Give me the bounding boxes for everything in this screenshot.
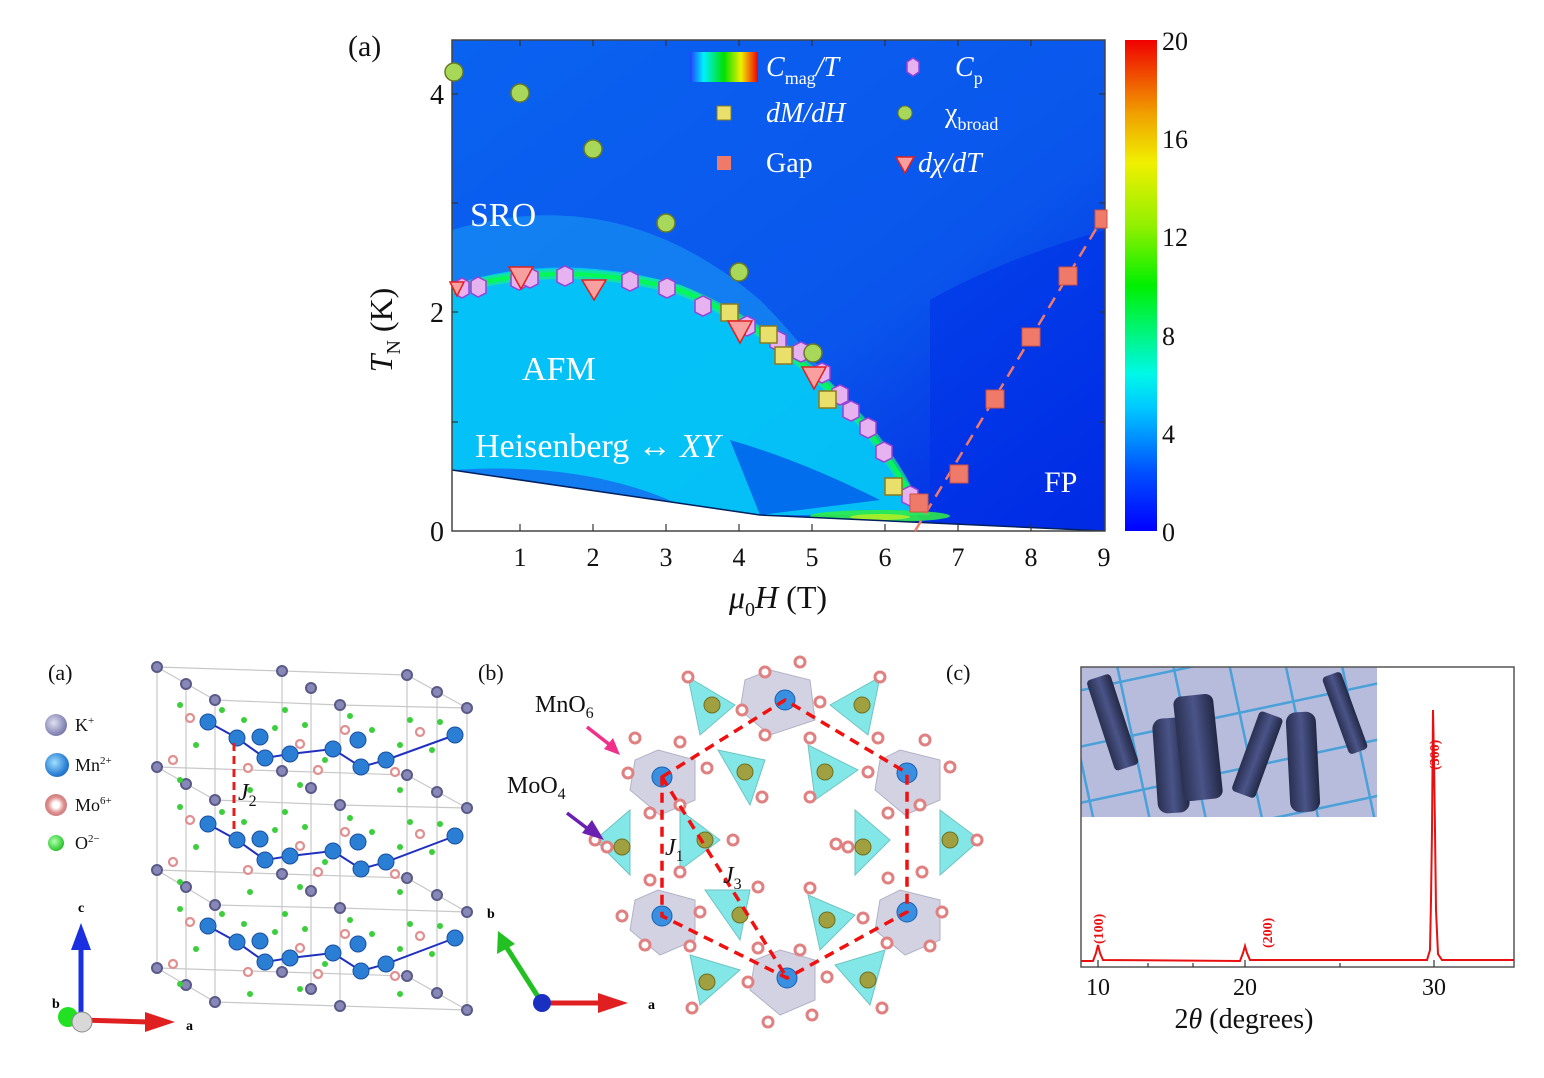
legend-mo: Mo6+ <box>45 785 112 825</box>
svg-text:8: 8 <box>1025 543 1038 572</box>
y-axis-title: TN (K) <box>363 288 405 373</box>
legend-dmdh-label: dM/dH <box>766 98 847 129</box>
mo-atom-icon <box>45 794 67 816</box>
mno6-arrow <box>585 725 612 747</box>
legend-k-label: K+ <box>75 714 95 735</box>
svg-text:2: 2 <box>430 298 444 329</box>
mn-atom-icon <box>45 753 69 777</box>
legend-chi-label: χbroad <box>944 98 998 134</box>
y-tick-labels: 0 2 4 <box>430 80 444 548</box>
crystal-photo-inset <box>1081 667 1377 817</box>
j1-label: J1 <box>665 835 684 865</box>
legend-cp-label: Cp <box>955 52 983 88</box>
svg-text:20: 20 <box>1233 975 1257 1001</box>
svg-text:4: 4 <box>733 543 746 572</box>
svg-text:9: 9 <box>1098 543 1111 572</box>
svg-text:2: 2 <box>587 543 600 572</box>
bottom-panel-c-label: (c) <box>946 660 971 685</box>
axes-triad-b: b a <box>487 907 655 1013</box>
legend-mn-label: Mn2+ <box>75 754 112 775</box>
moo4-label: MoO4 <box>507 773 566 803</box>
legend-gap-marker <box>717 156 731 170</box>
legend-dchidt-label: dχ/dT <box>918 148 984 179</box>
legend-k: K+ <box>45 705 112 745</box>
crystal-structure-a: J2 c b a <box>52 661 473 1034</box>
series-gap <box>909 209 1108 513</box>
x-axis-title: μ0H (T) <box>728 579 827 620</box>
coupling-paths <box>660 697 909 980</box>
series-chi-broad <box>444 62 823 363</box>
bottom-panel-b-label: (b) <box>478 660 504 685</box>
crystal-structure-b: MnO6 MoO4 J1 J3 b a <box>487 655 984 1029</box>
o-atom-icon <box>48 835 64 851</box>
mno6-label: MnO6 <box>535 692 594 722</box>
svg-text:7: 7 <box>952 543 965 572</box>
phase-diagram-chart: SRO AFM Heisenberg ↔ XY FP Cmag/T Cp dM/… <box>363 27 1188 620</box>
svg-text:0: 0 <box>1162 518 1175 547</box>
svg-text:(100): (100) <box>1092 913 1107 944</box>
chart-legend: Cmag/T Cp dM/dH χbroad Gap dχ/dT <box>690 52 998 179</box>
svg-text:c: c <box>78 901 84 916</box>
region-label-fp: FP <box>1044 466 1077 499</box>
top-panel-label: (a) <box>348 30 382 63</box>
svg-text:6: 6 <box>879 543 892 572</box>
legend-cmag-swatch <box>690 52 758 82</box>
colorbar <box>1125 40 1157 531</box>
svg-text:4: 4 <box>430 80 444 111</box>
legend-cp-marker <box>906 57 920 77</box>
svg-text:0: 0 <box>430 517 444 548</box>
svg-text:b: b <box>52 997 60 1012</box>
legend-gap-label: Gap <box>766 148 813 179</box>
mn-chains <box>199 713 464 980</box>
svg-text:4: 4 <box>1162 420 1175 449</box>
svg-text:8: 8 <box>1162 322 1175 351</box>
xrd-peak-labels: (100) (200) (300) <box>1092 739 1443 948</box>
colorbar-tick-labels: 0 4 8 12 16 20 <box>1162 27 1188 547</box>
xrd-x-axis-title: 2θ (degrees) <box>1175 1004 1314 1035</box>
x-tick-labels: 1 2 3 4 5 6 7 8 9 <box>514 543 1111 572</box>
region-label-sro: SRO <box>470 197 536 234</box>
series-dmdh <box>720 303 903 496</box>
svg-text:a: a <box>648 998 655 1013</box>
svg-text:(300): (300) <box>1428 739 1443 770</box>
k-atom-icon <box>45 714 67 736</box>
svg-text:a: a <box>186 1019 193 1034</box>
legend-o-label: O2− <box>75 832 100 853</box>
svg-text:20: 20 <box>1162 27 1188 56</box>
legend-dchidt-marker <box>894 156 916 175</box>
legend-mn: Mn2+ <box>45 745 112 785</box>
legend-cmag-label: Cmag/T <box>766 52 841 88</box>
legend-o: O2− <box>45 825 112 861</box>
svg-text:16: 16 <box>1162 125 1188 154</box>
svg-text:3: 3 <box>660 543 673 572</box>
xrd-tick-labels: 10 20 30 <box>1086 975 1446 1001</box>
series-dchidt <box>448 266 828 391</box>
x-axis-ticks <box>452 40 1105 531</box>
svg-text:1: 1 <box>514 543 527 572</box>
svg-text:5: 5 <box>806 543 819 572</box>
legend-dmdh-marker <box>716 105 732 121</box>
svg-text:b: b <box>487 907 495 922</box>
xrd-chart: (100) (200) (300) 10 20 30 2θ (degrees) <box>1080 666 1515 1035</box>
axes-triad-a: c b a <box>52 901 193 1034</box>
moo4-arrow <box>565 811 590 831</box>
legend-chi-marker <box>897 105 913 121</box>
bottom-panel-a-label: (a) <box>48 660 73 685</box>
xrd-pattern-line <box>1081 709 1514 963</box>
region-label-afm: AFM <box>522 351 596 388</box>
contour-map <box>452 40 1105 531</box>
j3-label: J3 <box>723 863 742 893</box>
svg-text:12: 12 <box>1162 223 1188 252</box>
svg-text:10: 10 <box>1086 975 1110 1001</box>
svg-text:30: 30 <box>1422 975 1446 1001</box>
atom-legend: K+ Mn2+ Mo6+ O2− <box>45 705 112 861</box>
svg-text:(200): (200) <box>1261 917 1276 948</box>
region-label-heisenberg: Heisenberg ↔ XY <box>475 428 723 465</box>
legend-mo-label: Mo6+ <box>75 794 112 815</box>
j2-label: J2 <box>238 780 257 810</box>
